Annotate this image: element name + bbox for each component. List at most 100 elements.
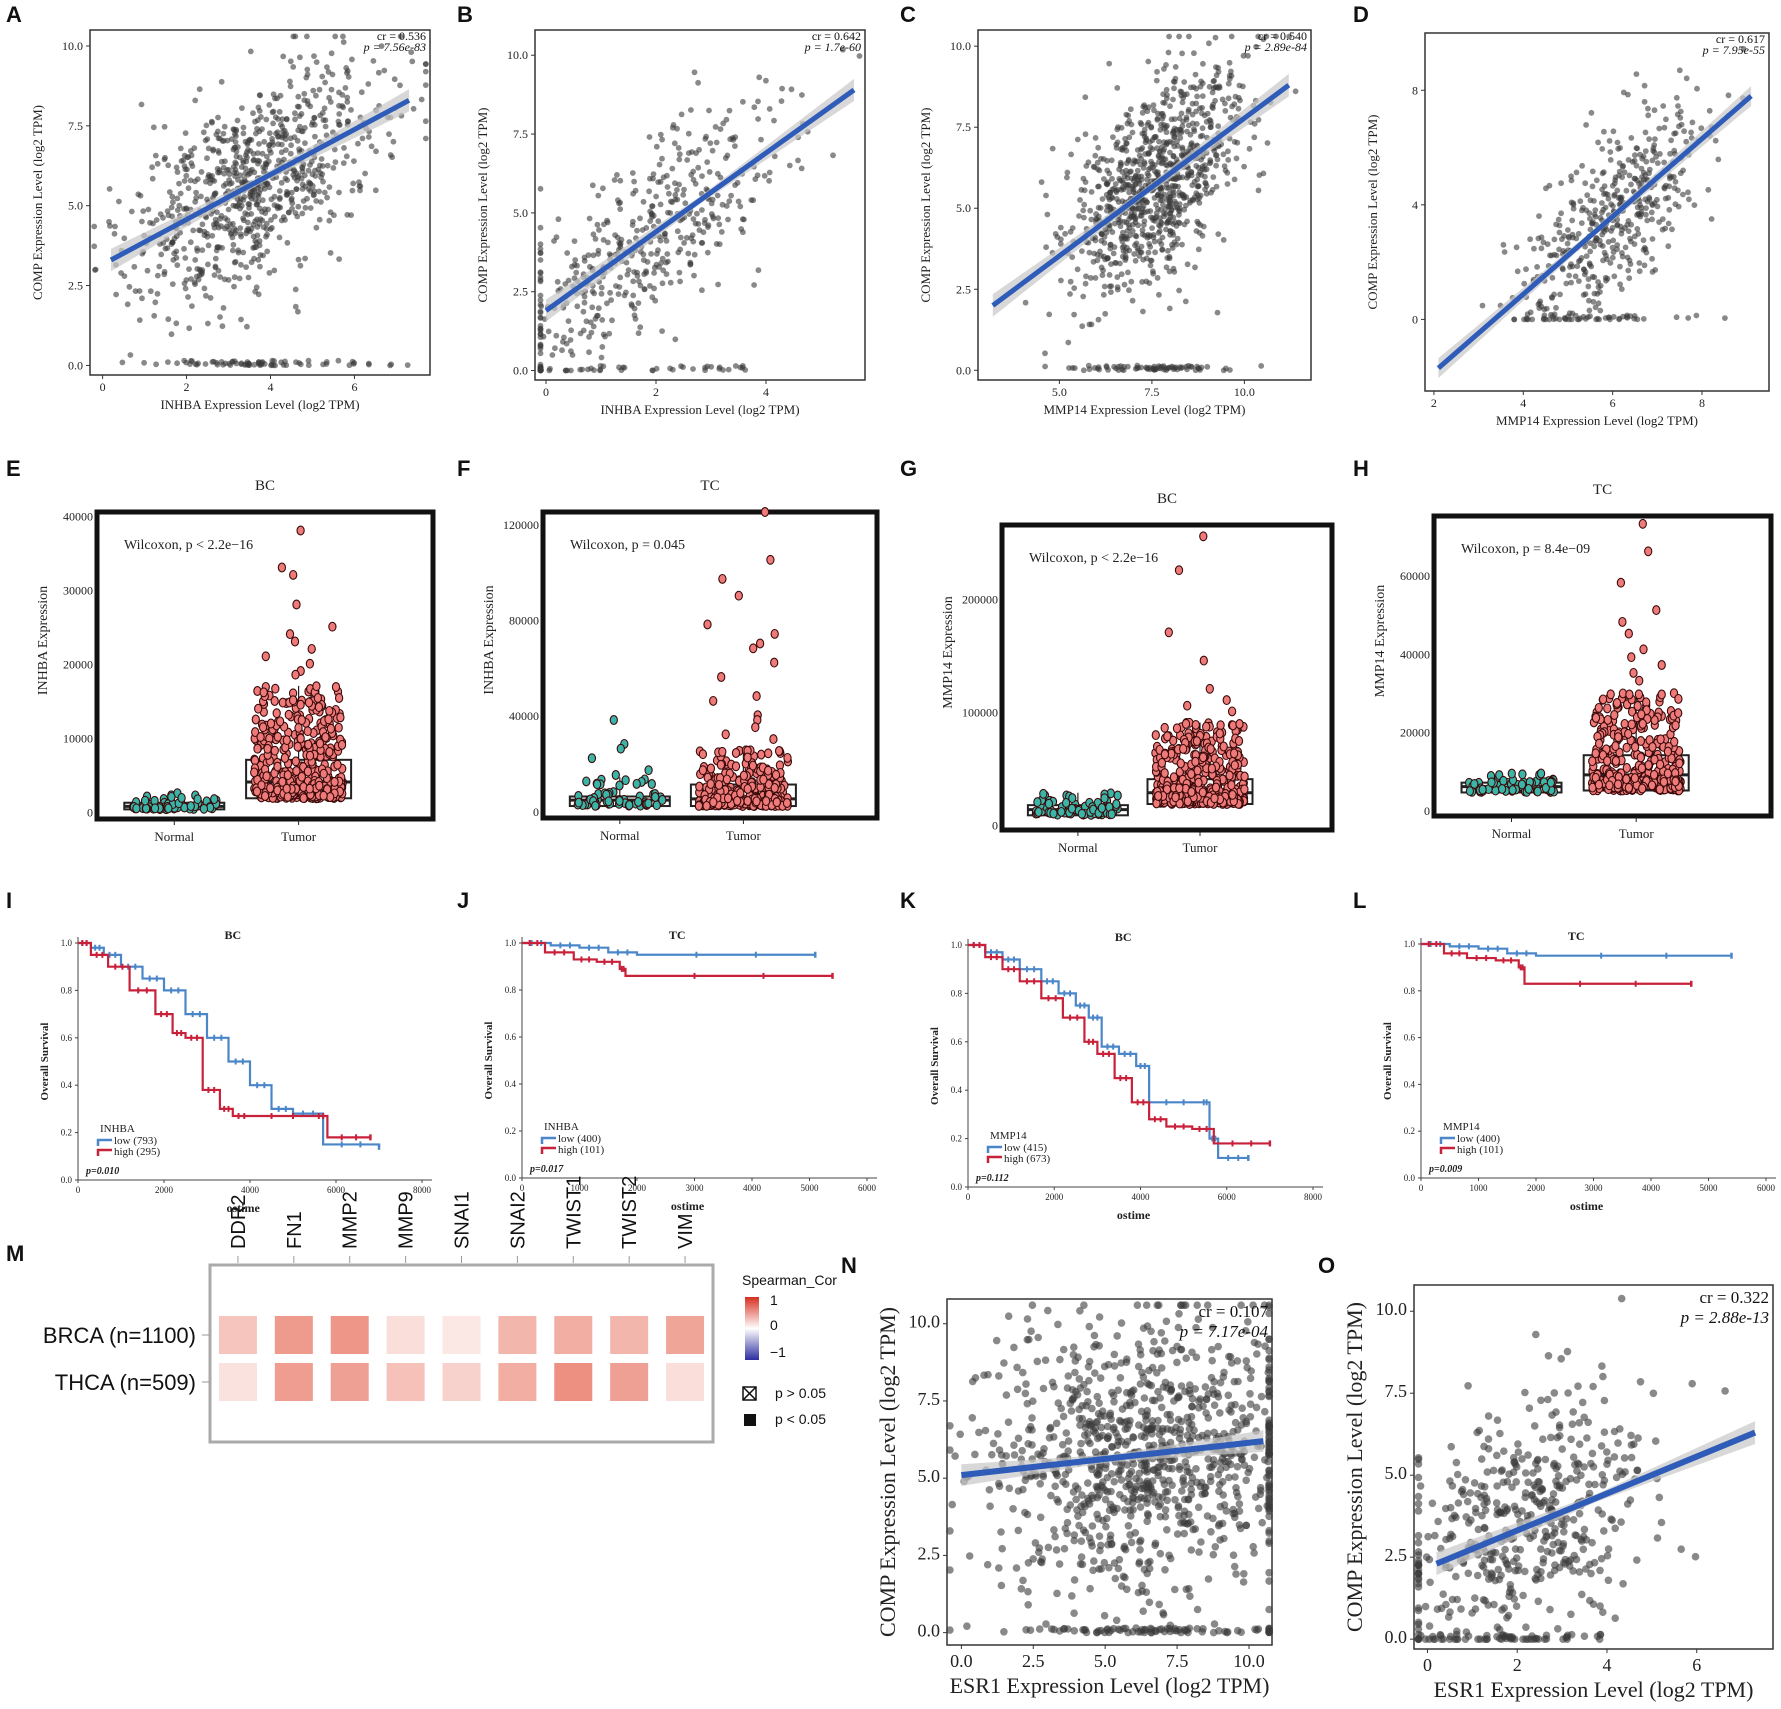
data-point	[327, 250, 334, 256]
data-point	[653, 193, 659, 200]
data-point	[149, 164, 156, 171]
data-point	[171, 250, 178, 257]
data-point	[255, 360, 262, 367]
data-dot	[252, 786, 262, 797]
data-dot	[733, 795, 742, 806]
data-point	[1578, 220, 1585, 227]
data-point	[728, 192, 734, 199]
data-point	[647, 283, 653, 289]
data-dot	[604, 796, 613, 807]
data-point	[703, 133, 709, 140]
data-point	[169, 239, 176, 246]
data-point	[138, 101, 145, 108]
data-point	[170, 257, 177, 263]
data-point	[132, 288, 139, 294]
data-dot	[647, 779, 656, 789]
data-point	[226, 167, 232, 173]
data-point	[1167, 149, 1173, 156]
data-point	[586, 215, 593, 222]
data-point	[106, 186, 113, 192]
data-point	[1231, 138, 1238, 145]
data-point	[1082, 94, 1089, 101]
data-point	[153, 217, 160, 223]
data-point	[727, 136, 734, 143]
data-point	[1125, 269, 1131, 276]
data-point	[336, 256, 342, 262]
data-point	[173, 164, 180, 171]
data-point	[184, 154, 191, 161]
data-point	[295, 308, 301, 315]
data-point	[1119, 366, 1126, 373]
category-label: Tumor	[281, 829, 317, 844]
data-point	[688, 235, 695, 242]
data-point	[1118, 161, 1124, 168]
data-point	[121, 235, 128, 242]
data-point	[737, 203, 744, 210]
outlier-dot	[703, 619, 712, 630]
data-point	[677, 278, 683, 285]
data-point	[690, 366, 696, 372]
data-point	[1246, 145, 1253, 152]
data-point	[119, 359, 126, 366]
data-point	[1183, 91, 1190, 98]
data-point	[1645, 105, 1651, 112]
data-point	[1500, 241, 1507, 248]
data-point	[266, 102, 273, 108]
data-dot	[743, 796, 752, 806]
data-point	[623, 289, 629, 296]
data-point	[1170, 189, 1177, 196]
y-axis-label: COMP Expression Level (log2 TPM)	[30, 105, 45, 300]
data-dot	[695, 781, 704, 792]
data-dot	[771, 769, 781, 780]
data-dot	[164, 803, 173, 814]
data-point	[1116, 175, 1123, 182]
data-point	[1479, 302, 1486, 309]
y-axis-label: COMP Expression Level (log2 TPM)	[918, 108, 933, 303]
data-point	[205, 320, 211, 327]
data-point	[240, 249, 247, 256]
y-tick-label: 10.0	[950, 39, 971, 53]
data-point	[609, 317, 615, 324]
data-point	[735, 198, 742, 205]
data-point	[1088, 216, 1095, 223]
y-tick-label: 0.0	[513, 364, 528, 378]
data-point	[546, 367, 553, 374]
data-dot	[1187, 787, 1196, 797]
data-point	[1586, 297, 1592, 304]
data-point	[779, 85, 785, 92]
data-point	[1147, 139, 1153, 145]
data-point	[287, 135, 294, 142]
data-point	[1187, 199, 1193, 206]
data-point	[154, 290, 161, 297]
data-point	[1649, 255, 1655, 262]
data-point	[565, 277, 572, 284]
data-point	[189, 303, 195, 309]
wilcoxon-stat: Wilcoxon, p = 0.045	[570, 538, 685, 553]
data-point	[1225, 157, 1232, 163]
data-point	[250, 233, 257, 240]
data-point	[165, 316, 172, 323]
data-point	[287, 58, 294, 65]
data-point	[698, 240, 705, 246]
data-point	[1172, 64, 1179, 70]
data-point	[239, 105, 245, 111]
data-dot	[1235, 719, 1244, 729]
data-point	[1171, 116, 1178, 122]
data-point	[1141, 102, 1148, 108]
data-point	[1213, 162, 1219, 169]
data-point	[258, 114, 264, 120]
data-dot	[1499, 775, 1508, 786]
data-point	[194, 247, 201, 254]
outlier-dot	[1199, 531, 1208, 542]
data-point	[1691, 202, 1698, 209]
outlier-dot	[292, 599, 301, 610]
data-point	[209, 232, 216, 239]
y-tick-label: 30000	[63, 584, 93, 598]
data-point	[1588, 109, 1595, 116]
data-point	[301, 90, 308, 97]
data-point	[264, 153, 270, 160]
data-point	[1166, 33, 1172, 40]
data-point	[1534, 264, 1540, 270]
data-point	[1065, 339, 1072, 346]
data-point	[634, 227, 640, 234]
